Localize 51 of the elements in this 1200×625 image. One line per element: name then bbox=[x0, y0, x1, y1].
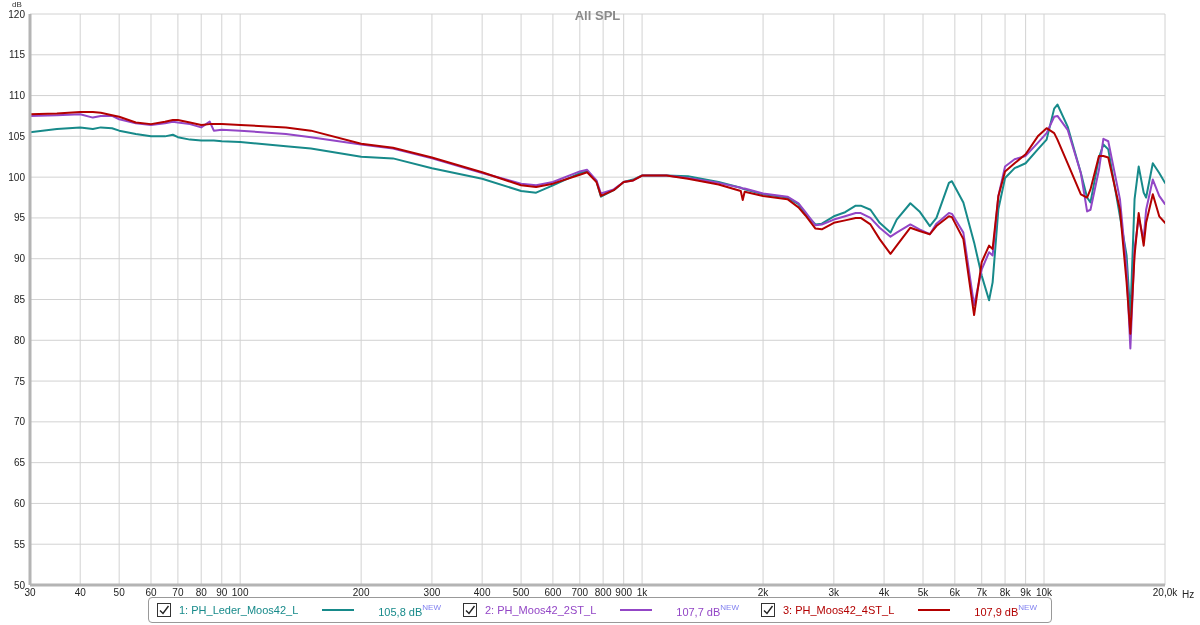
x-tick-label: 80 bbox=[195, 587, 208, 599]
x-tick-label: 60 bbox=[145, 587, 157, 599]
x-tick-label: 600 bbox=[544, 587, 562, 599]
x-tick-label: 40 bbox=[74, 587, 87, 599]
text: 2: PH_Moos42_2ST_L bbox=[484, 604, 597, 616]
y-tick-label: 80 bbox=[13, 334, 26, 346]
y-tick-label: 95 bbox=[13, 212, 26, 224]
y-tick-label: 65 bbox=[13, 457, 26, 469]
x-tick-label: 20,0k bbox=[1152, 587, 1179, 599]
y-tick-label: 105 bbox=[8, 130, 26, 142]
y-tick-label: 50 bbox=[13, 579, 26, 591]
y-tick-label: 60 bbox=[13, 497, 26, 509]
chart-title: All SPL bbox=[573, 8, 622, 23]
x-tick-label: 700 bbox=[571, 587, 589, 599]
x-tick-label: 9k bbox=[1020, 587, 1032, 599]
y-tick-label: 90 bbox=[13, 253, 26, 265]
text: 107,9 dB$^{NEW}$ bbox=[974, 602, 1037, 618]
x-tick-label: 300 bbox=[423, 587, 441, 599]
x-axis-title: Hz bbox=[1182, 589, 1195, 600]
x-tick-label: 1k bbox=[636, 587, 649, 599]
text: 105,8 dB$^{NEW}$ bbox=[378, 602, 441, 618]
x-tick-label: 7k bbox=[976, 587, 989, 599]
y-tick-label: 115 bbox=[9, 49, 26, 61]
x-tick-label: 3k bbox=[828, 587, 841, 599]
y-axis-title: dB bbox=[12, 0, 22, 9]
y-tick-label: 85 bbox=[13, 294, 26, 306]
x-tick-label: 70 bbox=[172, 587, 184, 599]
x-tick-label: 4k bbox=[878, 587, 891, 599]
x-tick-label: 5k bbox=[917, 587, 930, 599]
x-tick-label: 2k bbox=[757, 587, 770, 599]
x-tick-label: 500 bbox=[512, 587, 530, 599]
x-tick-label: 10k bbox=[1035, 587, 1054, 599]
text: 3: PH_Moos42_4ST_L bbox=[782, 604, 895, 616]
x-tick-label: 800 bbox=[594, 587, 612, 599]
text: 107,7 dB$^{NEW}$ bbox=[676, 602, 739, 618]
x-tick-label: 400 bbox=[473, 587, 491, 599]
x-tick-label: 30 bbox=[24, 587, 36, 599]
x-tick-label: 900 bbox=[615, 587, 633, 599]
text: 1: PH_Leder_Moos42_L bbox=[179, 604, 299, 616]
x-tick-label: 100 bbox=[231, 587, 249, 599]
x-tick-label: 50 bbox=[113, 587, 126, 599]
x-tick-label: 8k bbox=[999, 587, 1012, 599]
y-tick-label: 100 bbox=[8, 171, 26, 183]
x-tick-label: 90 bbox=[216, 587, 228, 599]
y-tick-label: 70 bbox=[13, 416, 26, 428]
x-tick-label: 6k bbox=[949, 587, 962, 599]
y-tick-label: 55 bbox=[13, 538, 26, 550]
x-tick-label: 200 bbox=[352, 587, 370, 599]
y-tick-label: 120 bbox=[8, 8, 26, 20]
y-tick-label: 110 bbox=[9, 90, 26, 102]
y-tick-label: 75 bbox=[13, 375, 26, 387]
